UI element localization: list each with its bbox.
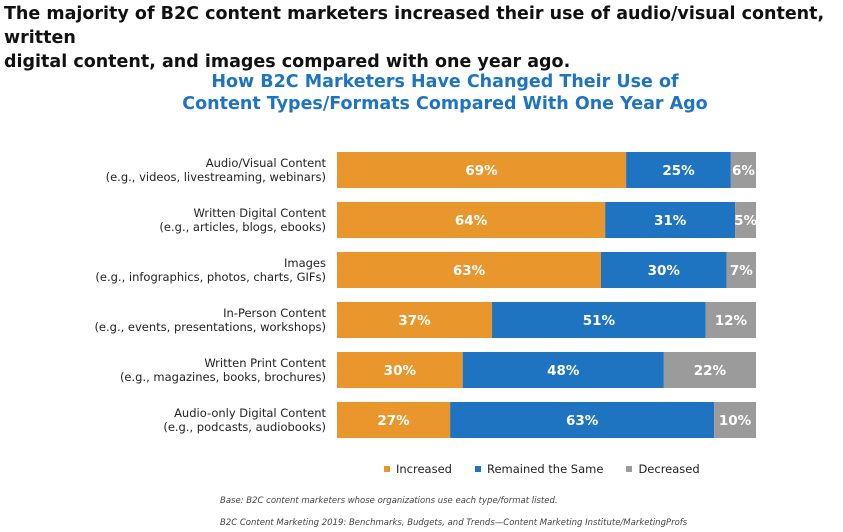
value-label-written-digital-content-increased: 64% <box>455 213 488 229</box>
chart-title-line-2: Content Types/Formats Compared With One … <box>182 94 708 114</box>
value-label-in-person-content-increased: 37% <box>398 313 431 329</box>
bar-segment-audio-only-digital-content-decreased <box>714 402 756 438</box>
bar-segment-written-digital-content-increased <box>337 202 606 238</box>
value-label-in-person-content-remained-the-same: 51% <box>583 313 616 329</box>
value-label-in-person-content-decreased: 12% <box>715 313 748 329</box>
bar-segment-written-print-content-increased <box>337 352 463 388</box>
value-label-audio-visual-content-increased: 69% <box>465 163 498 179</box>
value-label-written-print-content-increased: 30% <box>384 363 417 379</box>
bar-segment-written-print-content-decreased <box>663 352 756 388</box>
legend-item-remained-the-same: Remained the Same <box>474 462 604 476</box>
bar-segment-written-digital-content-decreased <box>735 202 756 238</box>
headline-line-1: The majority of B2C content marketers in… <box>4 4 825 48</box>
value-label-images-increased: 63% <box>453 263 486 279</box>
headline: The majority of B2C content marketers in… <box>4 2 839 74</box>
value-label-audio-only-digital-content-increased: 27% <box>377 413 410 429</box>
base-footnote: Base: B2C content marketers whose organi… <box>220 496 558 506</box>
bar-segment-images-remained-the-same <box>600 252 727 288</box>
legend-label-decreased: Decreased <box>638 462 700 476</box>
bar-segment-in-person-content-decreased <box>705 302 756 338</box>
value-label-written-print-content-decreased: 22% <box>694 363 727 379</box>
bar-segment-images-decreased <box>726 252 756 288</box>
bar-segment-audio-only-digital-content-increased <box>337 402 451 438</box>
value-label-written-digital-content-decreased: 5% <box>734 213 757 229</box>
chart-title-line-1: How B2C Marketers Have Changed Their Use… <box>211 72 679 92</box>
legend-label-increased: Increased <box>396 462 452 476</box>
value-label-audio-visual-content-decreased: 6% <box>732 163 755 179</box>
legend-label-remained-the-same: Remained the Same <box>486 462 604 476</box>
category-label-images: Images (e.g., infographics, photos, chart… <box>95 256 326 284</box>
source-footnote: B2C Content Marketing 2019: Benchmarks, … <box>220 518 688 528</box>
bar-segment-written-digital-content-remained-the-same <box>605 202 736 238</box>
value-label-audio-only-digital-content-remained-the-same: 63% <box>566 413 599 429</box>
value-label-written-digital-content-remained-the-same: 31% <box>654 213 687 229</box>
bar-segment-audio-visual-content-decreased <box>730 152 756 188</box>
legend-item-increased: Increased <box>384 462 452 476</box>
category-label-in-person-content: In-Person Content (e.g., events, presenta… <box>94 306 326 334</box>
bar-segment-written-print-content-remained-the-same <box>462 352 664 388</box>
legend-swatch-decreased <box>626 466 633 472</box>
value-label-audio-only-digital-content-decreased: 10% <box>719 413 752 429</box>
chart-legend: Increased Remained the Same Decreased <box>384 462 700 476</box>
value-label-images-decreased: 7% <box>730 263 753 279</box>
legend-swatch-increased <box>384 466 390 472</box>
bar-segment-audio-visual-content-remained-the-same <box>626 152 731 188</box>
category-label-written-digital-content: Written Digital Content (e.g., articles, … <box>159 206 326 234</box>
bar-segment-audio-only-digital-content-remained-the-same <box>450 402 715 438</box>
category-label-audio-visual-content: Audio/Visual Content (e.g., videos, lives… <box>106 156 327 184</box>
value-label-audio-visual-content-remained-the-same: 25% <box>662 163 695 179</box>
chart-title: How B2C Marketers Have Changed Their Use… <box>140 71 750 115</box>
bar-segment-audio-visual-content-increased <box>337 152 627 188</box>
headline-line-2: digital content, and images compared wit… <box>4 52 571 72</box>
bar-segment-in-person-content-increased <box>337 302 493 338</box>
legend-swatch-remained-the-same <box>474 466 481 472</box>
legend-item-decreased: Decreased <box>626 462 700 476</box>
bar-segment-in-person-content-remained-the-same <box>492 302 706 338</box>
bar-segment-images-increased <box>337 252 601 288</box>
value-label-written-print-content-remained-the-same: 48% <box>547 363 580 379</box>
category-label-audio-only-digital-content: Audio-only Digital Content (e.g., podcast… <box>163 406 326 434</box>
category-label-written-print-content: Written Print Content (e.g., magazines, b… <box>120 356 327 384</box>
value-label-images-remained-the-same: 30% <box>648 263 681 279</box>
